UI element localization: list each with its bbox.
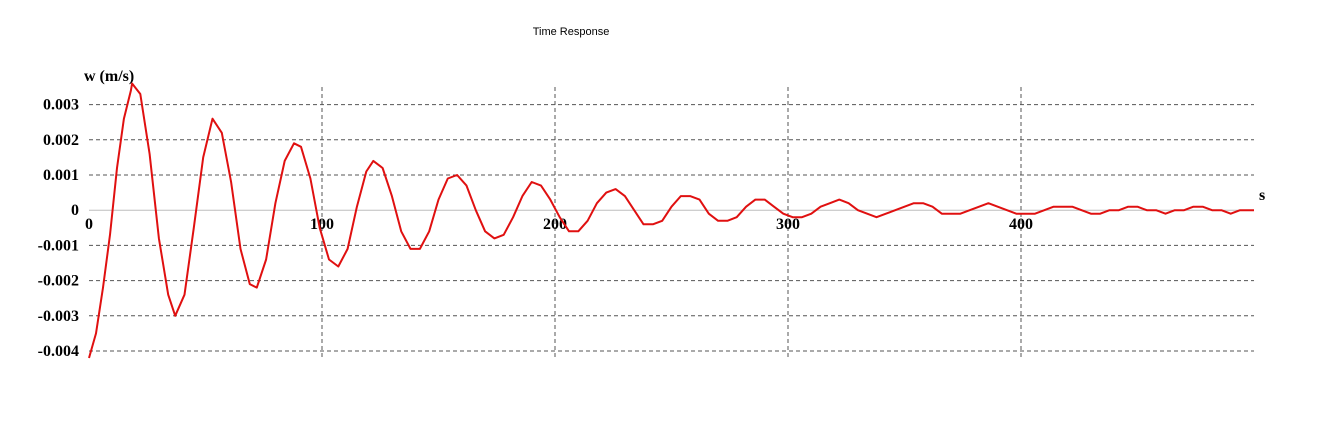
x-tick-labels: 0 100 200 300 400 [85, 216, 1033, 233]
x-tick-label: 300 [776, 216, 800, 233]
x-tick-label: 200 [543, 216, 567, 233]
y-axis-title: w (m/s) [84, 68, 134, 85]
y-tick-label: -0.002 [38, 273, 79, 290]
y-tick-label: -0.003 [38, 308, 79, 325]
y-tick-label: 0.003 [43, 97, 79, 114]
y-tick-label: -0.001 [38, 237, 79, 254]
y-tick-labels: 0.003 0.002 0.001 0 -0.001 -0.002 -0.003 -0.004 [38, 97, 79, 360]
y-tick-label: -0.004 [38, 343, 79, 360]
y-tick-label: 0.001 [43, 167, 79, 184]
series-layer [88, 82, 1254, 359]
x-tick-label: 0 [85, 216, 93, 233]
grid [89, 87, 1254, 357]
y-tick-label: 0 [71, 202, 79, 219]
x-tick-label: 400 [1009, 216, 1033, 233]
x-axis-title: s [1259, 187, 1265, 204]
x-tick-label: 100 [310, 216, 334, 233]
y-tick-label: 0.002 [43, 132, 79, 149]
chart-title: Time Response [533, 26, 610, 38]
series-line [88, 82, 1254, 359]
